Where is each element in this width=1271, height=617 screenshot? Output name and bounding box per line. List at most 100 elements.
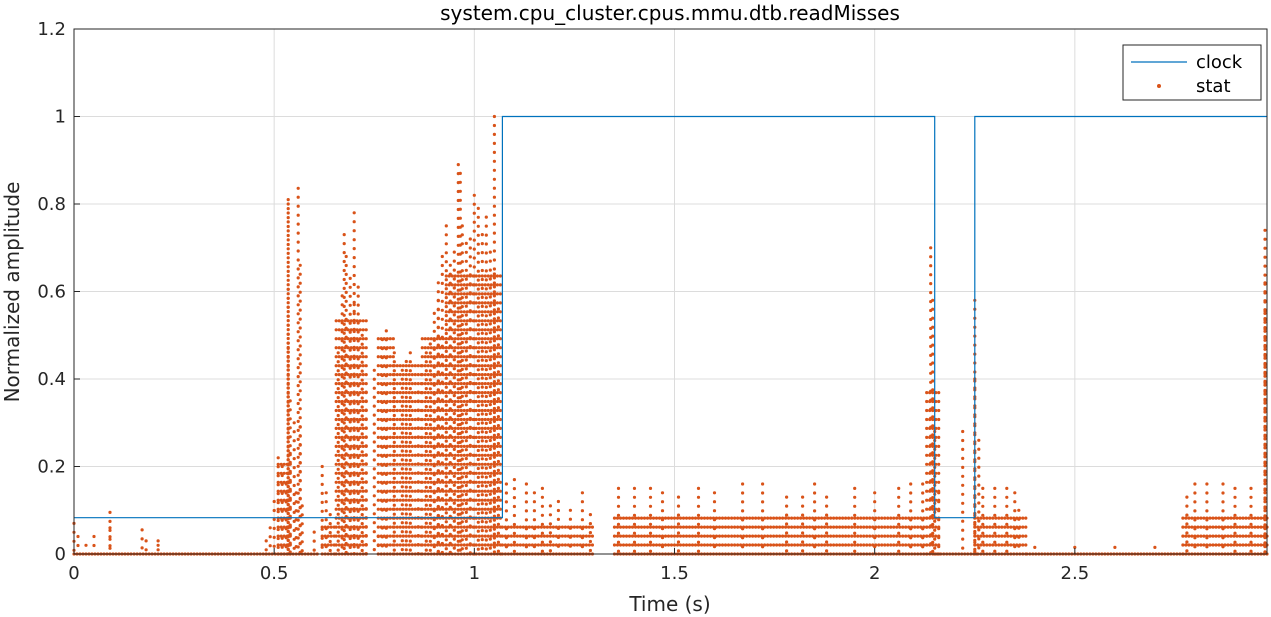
- stat-point: [465, 453, 469, 457]
- stat-point: [336, 521, 340, 525]
- stat-point: [486, 462, 490, 466]
- stat-point: [465, 462, 469, 466]
- stat-point: [344, 299, 348, 303]
- stat-point: [492, 366, 496, 370]
- stat-point: [495, 355, 499, 359]
- stat-point: [853, 549, 857, 553]
- stat-point: [977, 447, 981, 451]
- stat-point: [1211, 525, 1215, 529]
- stat-point: [336, 422, 340, 427]
- stat-point: [477, 274, 481, 278]
- stat-point: [913, 525, 917, 529]
- stat-point: [372, 449, 376, 453]
- stat-point: [298, 281, 302, 285]
- stat-point: [1263, 370, 1267, 374]
- stat-point: [1184, 534, 1188, 538]
- stat-point: [492, 177, 496, 181]
- stat-point: [388, 399, 392, 404]
- stat-point: [407, 426, 411, 430]
- stat-point: [618, 543, 623, 547]
- stat-point: [380, 445, 384, 449]
- stat-point: [465, 292, 469, 296]
- stat-point: [484, 215, 488, 219]
- y-tick-label: 0.6: [37, 282, 66, 303]
- stat-point: [464, 430, 468, 434]
- stat-point: [388, 543, 392, 547]
- stat-point: [392, 462, 396, 466]
- stat-point: [829, 525, 833, 529]
- stat-point: [364, 507, 368, 511]
- stat-point: [440, 524, 444, 528]
- stat-point: [464, 412, 468, 416]
- stat-point: [618, 525, 623, 529]
- stat-point: [388, 346, 392, 350]
- stat-point: [391, 346, 395, 350]
- stat-point: [492, 258, 496, 262]
- stat-point: [480, 391, 484, 395]
- stat-point: [280, 482, 284, 486]
- stat-point: [444, 296, 448, 300]
- stat-point: [388, 453, 392, 457]
- stat-point: [515, 534, 520, 538]
- stat-point: [480, 502, 484, 506]
- stat-point: [376, 417, 380, 422]
- stat-point: [825, 495, 829, 499]
- stat-point: [456, 480, 460, 484]
- stat-point: [429, 480, 433, 484]
- stat-point: [1263, 383, 1267, 387]
- stat-point: [388, 337, 392, 341]
- stat-point: [492, 460, 496, 464]
- stat-point: [286, 350, 290, 354]
- stat-point: [344, 308, 348, 312]
- stat-point: [527, 525, 532, 529]
- stat-point: [420, 337, 424, 341]
- stat-point: [337, 507, 341, 511]
- stat-point: [440, 550, 444, 555]
- stat-point: [1006, 525, 1010, 529]
- stat-point: [416, 426, 420, 430]
- stat-point: [462, 417, 466, 422]
- stat-point: [568, 508, 573, 512]
- stat-point: [298, 452, 302, 456]
- stat-point: [440, 488, 444, 492]
- stat-point: [460, 296, 464, 300]
- stat-point: [423, 364, 427, 368]
- stat-point: [344, 290, 348, 294]
- stat-point: [693, 525, 698, 529]
- stat-point: [560, 534, 565, 538]
- stat-point: [961, 465, 965, 469]
- stat-point: [717, 516, 722, 520]
- stat-point: [1017, 544, 1021, 548]
- stat-point: [892, 516, 896, 520]
- stat-point: [361, 543, 365, 547]
- stat-point: [616, 495, 621, 499]
- stat-point: [344, 416, 348, 420]
- stat-point: [500, 525, 504, 529]
- stat-point: [496, 549, 500, 553]
- stat-point: [476, 305, 480, 309]
- stat-point: [560, 525, 565, 529]
- stat-point: [462, 382, 466, 386]
- stat-point: [296, 330, 300, 334]
- stat-point: [488, 367, 492, 371]
- stat-point: [480, 471, 484, 475]
- stat-point: [981, 531, 985, 535]
- stat-point: [886, 525, 890, 529]
- stat-point: [444, 417, 448, 422]
- stat-point: [452, 385, 456, 389]
- stat-point: [498, 444, 502, 448]
- stat-point: [793, 534, 797, 538]
- stat-point: [459, 328, 463, 332]
- stat-point: [1263, 338, 1267, 342]
- stat-point: [465, 328, 469, 332]
- stat-point: [1263, 392, 1267, 396]
- stat-point: [436, 326, 440, 330]
- stat-point: [489, 283, 493, 287]
- stat-point: [342, 340, 346, 344]
- stat-point: [802, 525, 806, 529]
- stat-point: [1193, 527, 1197, 531]
- stat-point: [352, 518, 356, 522]
- stat-point: [280, 491, 284, 495]
- stat-point: [961, 483, 965, 487]
